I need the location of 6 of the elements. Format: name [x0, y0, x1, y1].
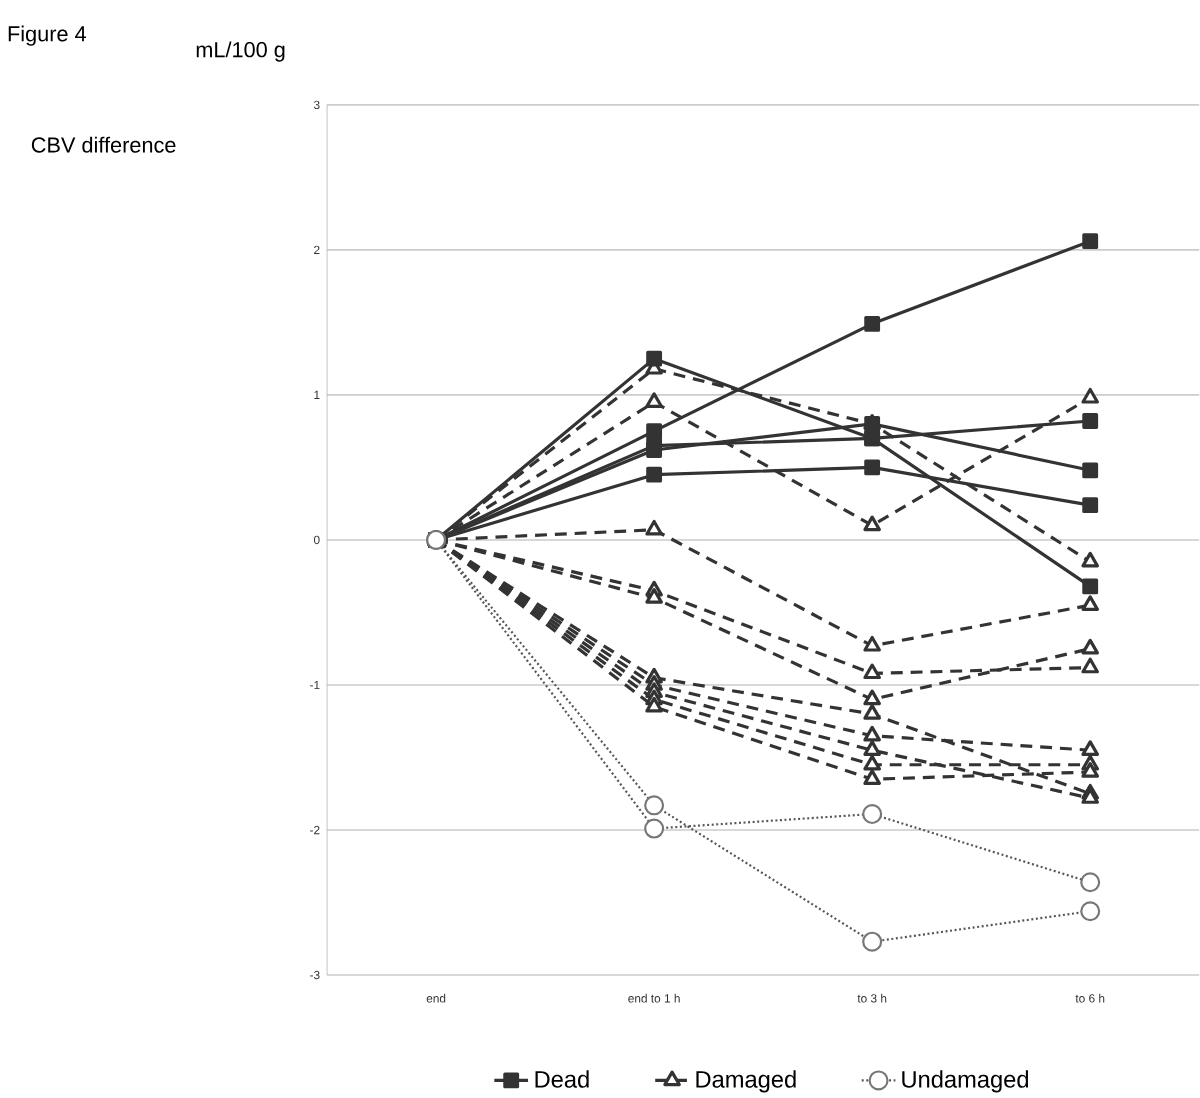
- text: mL/100 g: [196, 41, 285, 62]
- legend-label: Damaged: [696, 1070, 796, 1093]
- text: Figure 4: [8, 25, 86, 46]
- legend-label: Dead: [535, 1070, 589, 1088]
- legend-label: Undamaged: [902, 1070, 1029, 1093]
- text: CBV difference: [31, 136, 176, 153]
